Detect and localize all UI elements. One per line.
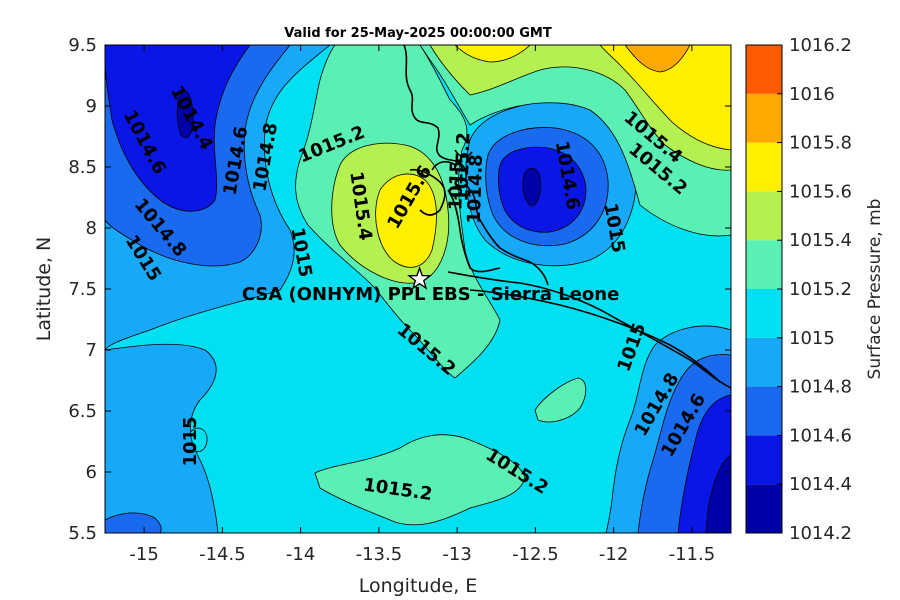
border-sierra-leone-liberia — [469, 289, 721, 383]
x-tick-label: -14 — [286, 544, 315, 565]
y-tick-label: 7 — [86, 340, 97, 361]
colorbar-tick-label: 1016.2 — [789, 35, 852, 56]
x-tick-label: -15 — [129, 544, 158, 565]
colorbar: 1014.2 1014.4 1014.6 1014.8 1015 1015.2 1015.4… — [745, 35, 852, 544]
contour-band-1015-6-northeast-right — [599, 45, 731, 151]
contour-band-1015-2-south — [314, 434, 526, 526]
y-tick-label: 5.5 — [68, 523, 97, 544]
x-tick-label: -12 — [599, 544, 628, 565]
contour-field — [105, 45, 731, 533]
colorbar-tick-label: 1015.4 — [789, 230, 852, 251]
coastline-south — [447, 271, 731, 389]
contour-band-1014-2-west — [176, 90, 194, 139]
coastline-north — [403, 45, 549, 286]
contour-band-1015-6-northeast — [454, 45, 531, 63]
y-tick-label: 6 — [86, 462, 97, 483]
x-tick-label: -11.5 — [669, 544, 716, 565]
x-tick-label: -12.5 — [512, 544, 559, 565]
colorbar-swatch — [746, 93, 782, 143]
colorbar-tick-label: 1014.2 — [789, 523, 852, 544]
colorbar-swatch — [746, 484, 782, 533]
y-tick-label: 8 — [86, 218, 97, 239]
contour-band-1015-6-center — [375, 173, 437, 268]
colorbar-swatch — [746, 45, 782, 94]
contour-label: 1015.2 — [451, 132, 474, 202]
y-tick-label: 9 — [86, 96, 97, 117]
y-axis-label: Latitude, N — [33, 237, 55, 342]
colorbar-tick-label: 1015.6 — [789, 181, 852, 202]
y-tick-label: 9.5 — [68, 35, 97, 56]
colorbar-swatch — [746, 337, 782, 387]
contour-label: 1015 — [180, 416, 201, 466]
site-marker-group: CSA (ONHYM) PPL EBS - Sierra Leone — [242, 266, 619, 305]
x-axis-label: Longitude, E — [359, 575, 478, 597]
star-icon — [407, 266, 432, 290]
coastline-river — [431, 149, 473, 171]
x-axis-ticks: -15 -14.5 -14 -13.5 -13 -12.5 -12 -11.5 — [129, 45, 715, 565]
colorbar-tick-label: 1015 — [789, 328, 835, 349]
y-tick-label: 7.5 — [68, 279, 97, 300]
x-tick-label: -13 — [442, 544, 471, 565]
contour-label: 1014.8 — [464, 154, 487, 224]
contour-band-1014-2-southeast — [705, 454, 731, 533]
x-tick-label: -14.5 — [199, 544, 246, 565]
contour-band-1015-sw-tongue — [189, 427, 208, 453]
colorbar-tick-label: 1014.8 — [789, 377, 852, 398]
contour-band-1014-2-east — [522, 167, 541, 206]
colorbar-swatch — [746, 191, 782, 241]
colorbar-swatch — [746, 142, 782, 192]
colorbar-tick-label: 1014.4 — [789, 474, 852, 495]
map-title: Valid for 25-May-2025 00:00:00 GMT — [284, 26, 552, 41]
colorbar-label: Surface Pressure, mb — [865, 199, 885, 380]
contour-band-1014-4-west — [105, 45, 251, 212]
colorbar-swatch — [746, 289, 782, 338]
colorbar-tick-label: 1014.6 — [789, 425, 852, 446]
contour-band-1014-4-east — [497, 146, 587, 233]
y-axis-ticks: 5.5 6 6.5 7 7.5 8 8.5 9 9.5 — [68, 35, 731, 544]
colorbar-swatch — [746, 386, 782, 436]
y-tick-label: 6.5 — [68, 401, 97, 422]
colorbar-tick-label: 1016 — [789, 84, 835, 105]
coastline-bay — [409, 168, 501, 273]
contour-label: 1015 — [445, 160, 468, 211]
coastline — [403, 45, 731, 389]
contour-band-1015-8-northeast — [624, 45, 691, 73]
site-label: CSA (ONHYM) PPL EBS - Sierra Leone — [242, 284, 619, 305]
colorbar-tick-label: 1015.8 — [789, 133, 852, 154]
contour-band-1015-2-island — [534, 377, 587, 423]
y-tick-label: 8.5 — [68, 157, 97, 178]
contour-band-1014-8-south — [105, 343, 219, 533]
colorbar-swatch — [746, 240, 782, 289]
contour-band-1014-6-sw-corner — [105, 512, 162, 533]
colorbar-tick-label: 1015.2 — [789, 279, 852, 300]
colorbar-swatch — [746, 435, 782, 485]
x-tick-label: -13.5 — [356, 544, 403, 565]
